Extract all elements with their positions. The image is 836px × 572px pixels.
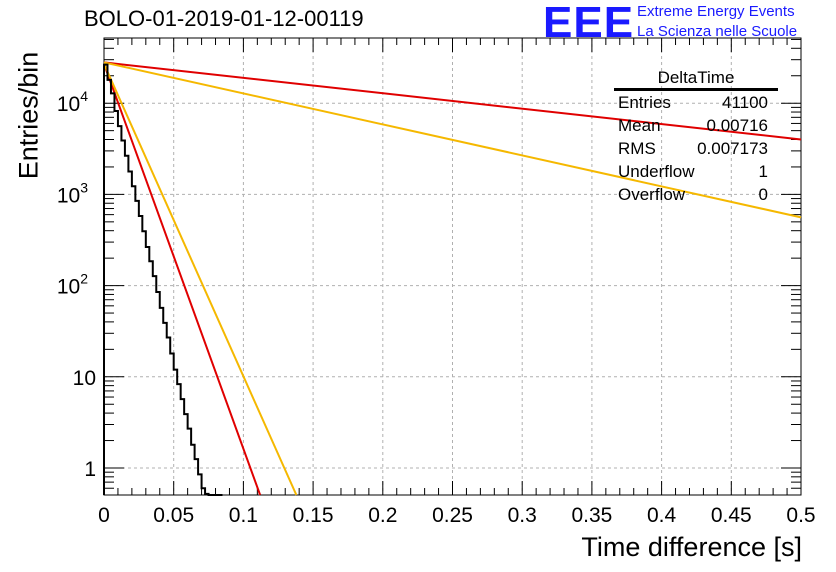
y-tick-base: 10 [73, 367, 96, 390]
x-tick-label: 0.35 [571, 504, 612, 527]
stats-row-rms: RMS 0.007173 [610, 137, 778, 160]
x-tick-label: 0.3 [508, 504, 537, 527]
x-tick-labels: 0 0.05 0.1 0.15 0.2 0.25 0.3 0.35 0.4 0.45 0.5 [98, 504, 815, 527]
fit-line [103, 61, 802, 219]
y-tick-exponent: 2 [80, 271, 88, 287]
x-tick-label: 0.5 [786, 504, 815, 527]
eee-logo-line-1: Extreme Energy Events [637, 3, 795, 20]
y-tick-exponent: 3 [80, 179, 88, 195]
histogram [103, 63, 223, 496]
fit-lines [103, 61, 802, 496]
stats-label: Underflow [618, 162, 695, 181]
x-tick-label: 0.25 [432, 504, 473, 527]
x-axis-label: Time difference [s] [581, 532, 802, 562]
stats-label: Overflow [618, 185, 686, 204]
stats-row-underflow: Underflow 1 [610, 160, 778, 183]
histogram-steps [103, 63, 223, 496]
y-tick-label: 103 [57, 179, 88, 207]
grid-lines [104, 38, 801, 495]
stats-label: Mean [618, 116, 661, 135]
x-tick-label: 0.05 [153, 504, 194, 527]
stats-box: DeltaTime Entries 41100 Mean 0.00716 RMS… [610, 68, 778, 206]
stats-label: Entries [618, 93, 671, 112]
stats-row-entries: Entries 41100 [610, 91, 778, 114]
y-tick-exponent: 4 [80, 88, 88, 104]
stats-value: 0.007173 [697, 139, 768, 158]
stats-value: 0.00716 [706, 116, 768, 135]
x-tick-label: 0.1 [229, 504, 258, 527]
y-tick-base: 10 [57, 93, 80, 116]
stats-row-overflow: Overflow 0 [610, 183, 778, 206]
eee-logo-line-2: La Scienza nelle Scuole [637, 23, 798, 40]
y-tick-label: 10 [73, 367, 96, 390]
fit-line [103, 63, 262, 496]
x-tick-label: 0 [98, 504, 110, 527]
x-tick-label: 0.2 [368, 504, 397, 527]
y-tick-base: 10 [57, 276, 80, 299]
y-tick-label: 102 [57, 271, 88, 299]
chart-title: BOLO-01-2019-01-12-00119 [84, 6, 364, 31]
y-tick-label: 1 [84, 458, 96, 481]
x-tick-label: 0.4 [647, 504, 677, 527]
y-tick-base: 1 [84, 458, 96, 481]
stats-row-mean: Mean 0.00716 [610, 114, 778, 137]
fit-line [103, 61, 802, 141]
stats-value: 1 [758, 162, 768, 181]
stats-title: DeltaTime [614, 68, 778, 91]
stats-value: 0 [758, 185, 768, 204]
y-axis-label: Entries/bin [13, 51, 44, 180]
stats-value: 41100 [721, 93, 768, 112]
axis-ticks [103, 38, 802, 495]
eee-logo: EEE [543, 0, 635, 47]
y-tick-label: 104 [57, 88, 88, 116]
fit-line [103, 63, 298, 496]
y-tick-base: 10 [57, 184, 80, 207]
stats-label: RMS [618, 139, 656, 158]
x-tick-label: 0.15 [293, 504, 334, 527]
x-tick-label: 0.45 [711, 504, 752, 527]
